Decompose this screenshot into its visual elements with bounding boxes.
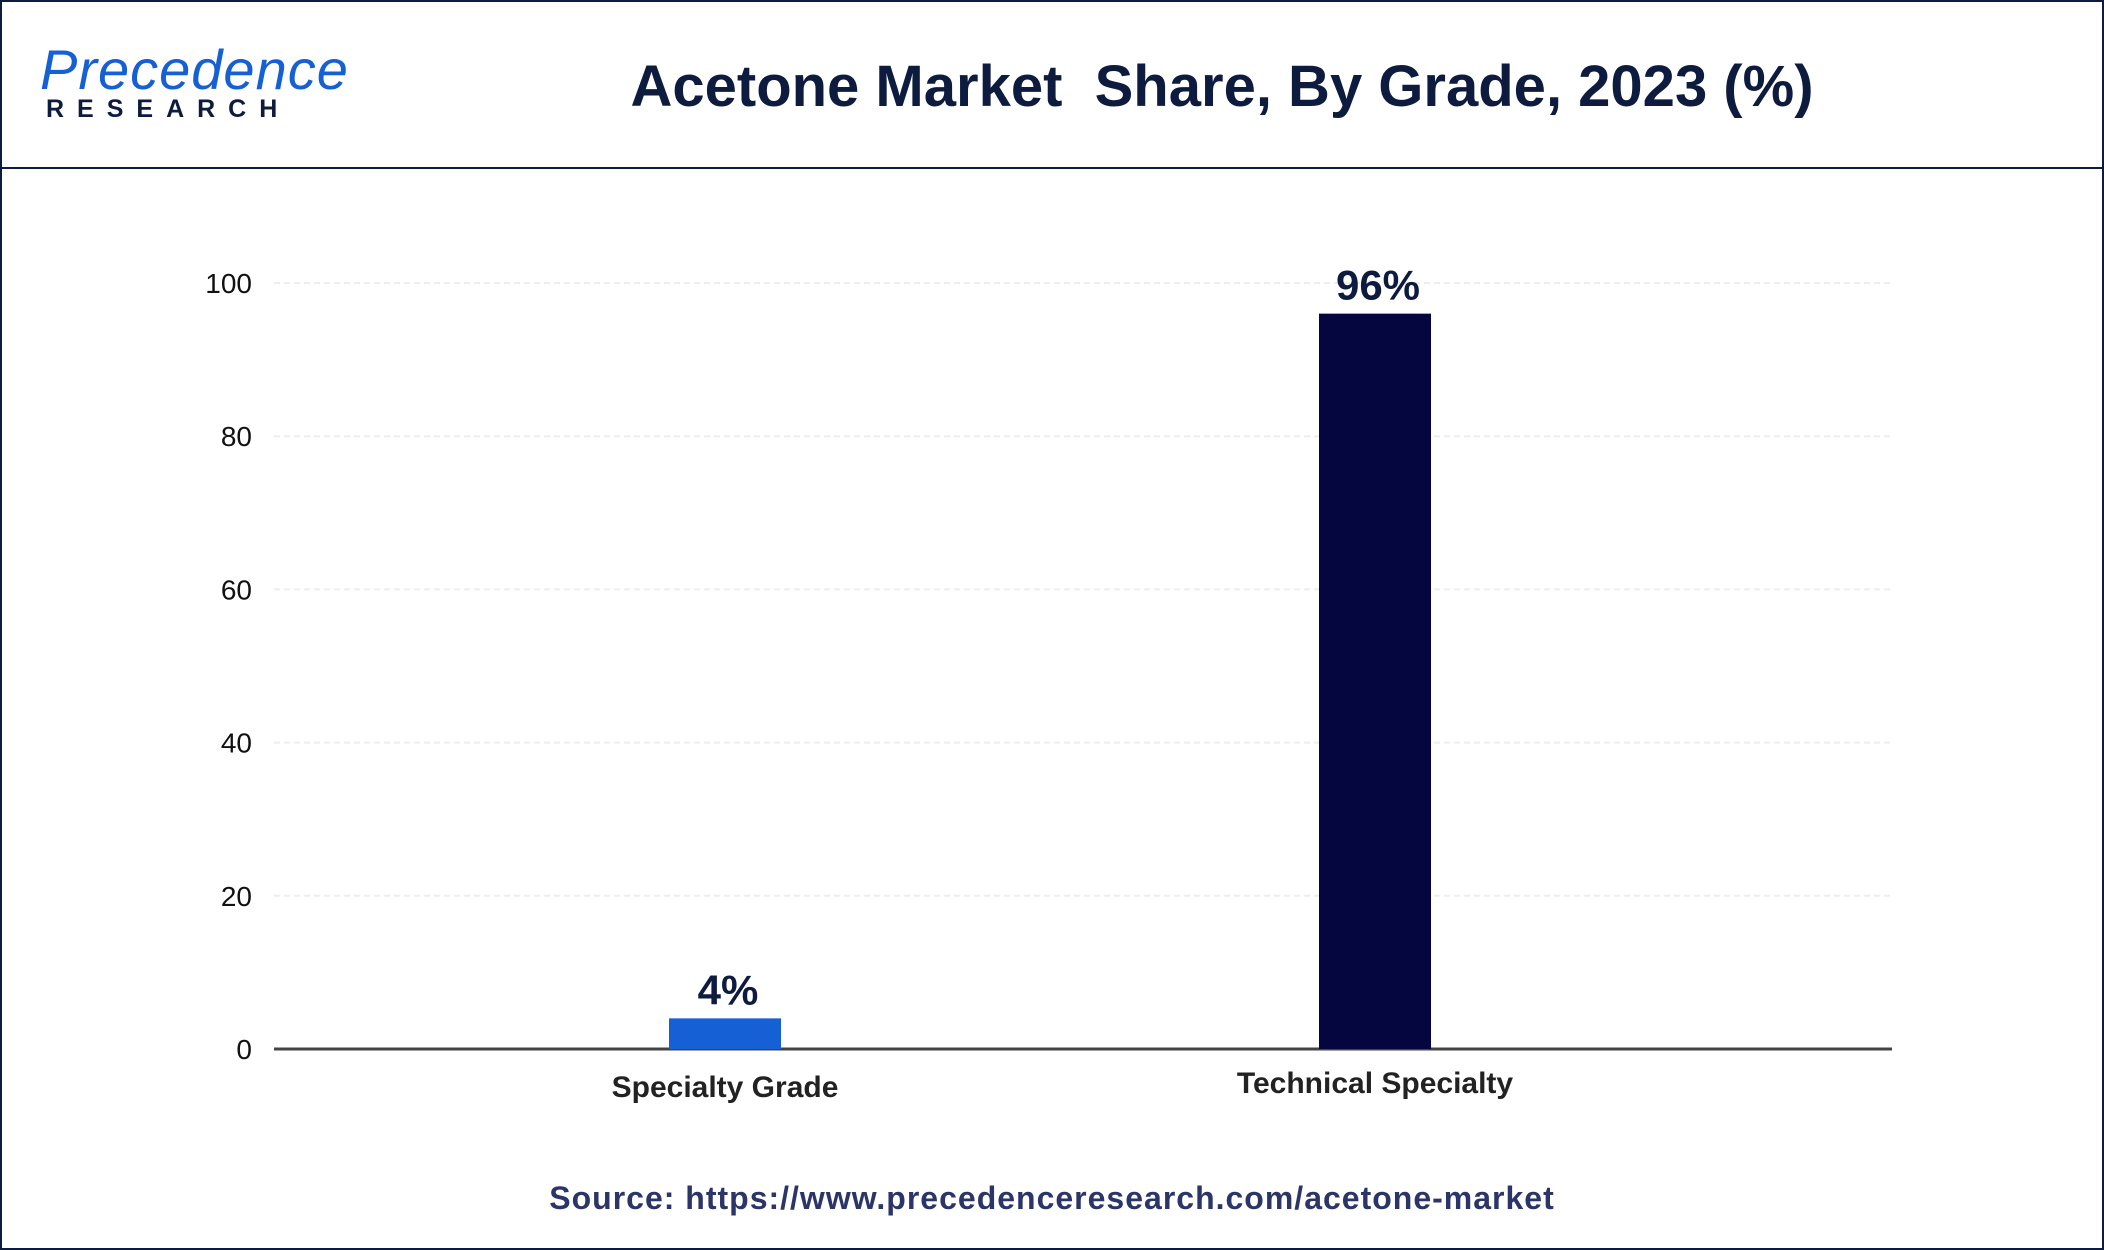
y-tick-label: 60 — [221, 574, 252, 605]
y-tick-label: 20 — [221, 881, 252, 912]
logo-subtitle: RESEARCH — [46, 95, 291, 123]
y-tick-label: 0 — [236, 1034, 252, 1065]
logo-wordmark: Precedence — [40, 38, 349, 101]
source-note: Source: https://www.precedenceresearch.c… — [549, 1180, 1555, 1216]
bar-2 — [1319, 313, 1431, 1049]
bar-1 — [669, 1018, 781, 1049]
y-tick-label: 80 — [221, 421, 252, 452]
x-tick-label: Technical Specialty — [1237, 1067, 1514, 1100]
data-label: 4% — [698, 966, 759, 1013]
data-label: 96% — [1336, 262, 1420, 309]
header: Precedence RESEARCH Acetone Market Share… — [2, 2, 2102, 169]
chart-title: Acetone Market Share, By Grade, 2023 (%) — [630, 54, 1814, 119]
y-tick-label: 100 — [205, 268, 252, 299]
x-tick-label: Specialty Grade — [612, 1071, 839, 1104]
brand-logo: Precedence RESEARCH — [40, 38, 348, 128]
y-tick-label: 40 — [221, 728, 252, 759]
